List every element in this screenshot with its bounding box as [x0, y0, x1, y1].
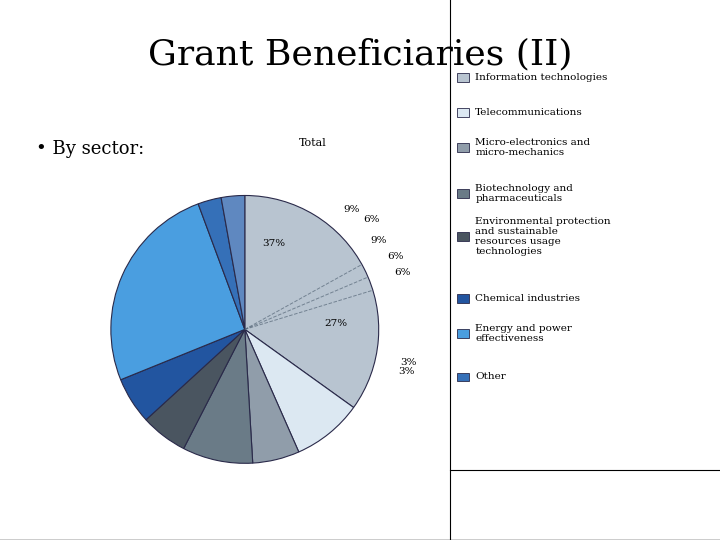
Wedge shape — [245, 195, 379, 408]
Text: 3%: 3% — [400, 358, 417, 367]
Text: Other: Other — [475, 373, 506, 381]
Text: Chemical industries: Chemical industries — [475, 294, 580, 303]
Wedge shape — [198, 198, 245, 329]
Wedge shape — [221, 195, 245, 329]
Text: Environmental protection
and sustainable
resources usage
technologies: Environmental protection and sustainable… — [475, 217, 611, 256]
Wedge shape — [245, 329, 299, 463]
Text: 6%: 6% — [394, 268, 410, 276]
Text: 9%: 9% — [371, 236, 387, 245]
Wedge shape — [184, 329, 253, 463]
Text: Total: Total — [300, 138, 327, 148]
Text: Grant Beneficiaries (II): Grant Beneficiaries (II) — [148, 38, 572, 72]
Text: 6%: 6% — [363, 215, 379, 224]
Wedge shape — [111, 204, 245, 380]
Text: Energy and power
effectiveness: Energy and power effectiveness — [475, 324, 572, 343]
Text: • By sector:: • By sector: — [36, 140, 144, 158]
Text: Telecommunications: Telecommunications — [475, 108, 583, 117]
Text: 3%: 3% — [399, 367, 415, 376]
Text: Information technologies: Information technologies — [475, 73, 608, 82]
Wedge shape — [245, 329, 354, 452]
Text: 6%: 6% — [387, 252, 403, 260]
Text: 9%: 9% — [343, 205, 359, 213]
Text: Biotechnology and
pharmaceuticals: Biotechnology and pharmaceuticals — [475, 184, 573, 203]
Text: Micro-electronics and
micro-mechanics: Micro-electronics and micro-mechanics — [475, 138, 590, 157]
Text: 27%: 27% — [324, 319, 347, 328]
Wedge shape — [121, 329, 245, 420]
Wedge shape — [146, 329, 245, 449]
Text: 37%: 37% — [262, 239, 285, 247]
